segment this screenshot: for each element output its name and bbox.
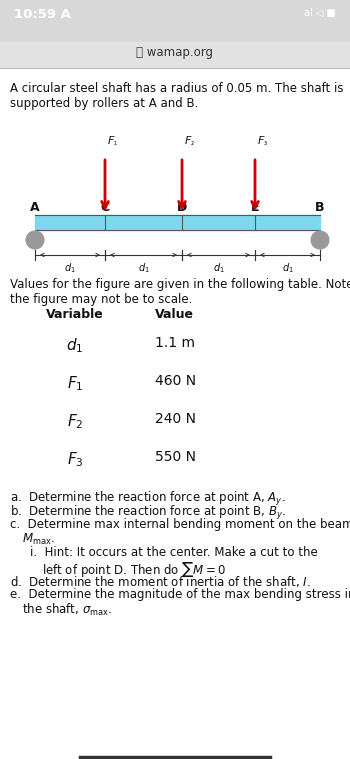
Text: left of point D. Then do $\sum M = 0$: left of point D. Then do $\sum M = 0$ <box>42 560 226 579</box>
Text: $M_{\mathrm{max}}$.: $M_{\mathrm{max}}$. <box>22 532 55 547</box>
Bar <box>35 215 320 230</box>
Text: the shaft, $\sigma_{\mathrm{max}}$.: the shaft, $\sigma_{\mathrm{max}}$. <box>22 602 112 618</box>
Text: 1.1 m: 1.1 m <box>155 336 195 350</box>
Text: 10:59 A: 10:59 A <box>14 8 71 21</box>
Text: b.  Determine the reaction force at point B, $B_y$.: b. Determine the reaction force at point… <box>10 504 286 522</box>
Circle shape <box>311 231 329 249</box>
Text: al ◁ ■: al ◁ ■ <box>304 8 336 18</box>
Bar <box>0 0 350 42</box>
Text: d.  Determine the moment of inertia of the shaft, $I$.: d. Determine the moment of inertia of th… <box>10 574 310 589</box>
Text: 240 N: 240 N <box>155 412 196 426</box>
Text: B: B <box>315 201 325 214</box>
Text: ⚿ wamap.org: ⚿ wamap.org <box>136 46 214 59</box>
Text: Value: Value <box>155 308 194 321</box>
Text: $F_2$: $F_2$ <box>67 412 83 430</box>
Circle shape <box>26 231 44 249</box>
Text: $F_₂$: $F_₂$ <box>184 134 195 148</box>
Text: $F_₃$: $F_₃$ <box>257 134 268 148</box>
Text: D: D <box>177 201 187 214</box>
Text: i.  Hint: It occurs at the center. Make a cut to the: i. Hint: It occurs at the center. Make a… <box>30 546 318 559</box>
Text: $d_1$: $d_1$ <box>212 261 224 275</box>
Text: A circular steel shaft has a radius of 0.05 m. The shaft is: A circular steel shaft has a radius of 0… <box>10 82 343 95</box>
Text: $F_1$: $F_1$ <box>67 374 83 392</box>
Text: Values for the figure are given in the following table. Note: Values for the figure are given in the f… <box>10 278 350 291</box>
Text: the figure may not be to scale.: the figure may not be to scale. <box>10 293 192 306</box>
Text: $d_1$: $d_1$ <box>66 336 84 354</box>
Text: Variable: Variable <box>46 308 104 321</box>
Text: a.  Determine the reaction force at point A, $A_y$.: a. Determine the reaction force at point… <box>10 490 286 508</box>
Text: $F_3$: $F_3$ <box>67 450 83 469</box>
Text: e.  Determine the magnitude of the max bending stress in: e. Determine the magnitude of the max be… <box>10 588 350 601</box>
Text: 550 N: 550 N <box>155 450 196 464</box>
Text: supported by rollers at A and B.: supported by rollers at A and B. <box>10 97 198 110</box>
Text: 460 N: 460 N <box>155 374 196 388</box>
Text: A: A <box>30 201 40 214</box>
Text: $d_1$: $d_1$ <box>282 261 293 275</box>
Text: $F_₁$: $F_₁$ <box>107 134 118 148</box>
Text: E: E <box>251 201 259 214</box>
Text: $d_1$: $d_1$ <box>64 261 76 275</box>
Bar <box>0 42 350 68</box>
Text: $d_1$: $d_1$ <box>138 261 149 275</box>
Text: C: C <box>100 201 110 214</box>
Text: c.  Determine max internal bending moment on the beam,: c. Determine max internal bending moment… <box>10 518 350 531</box>
